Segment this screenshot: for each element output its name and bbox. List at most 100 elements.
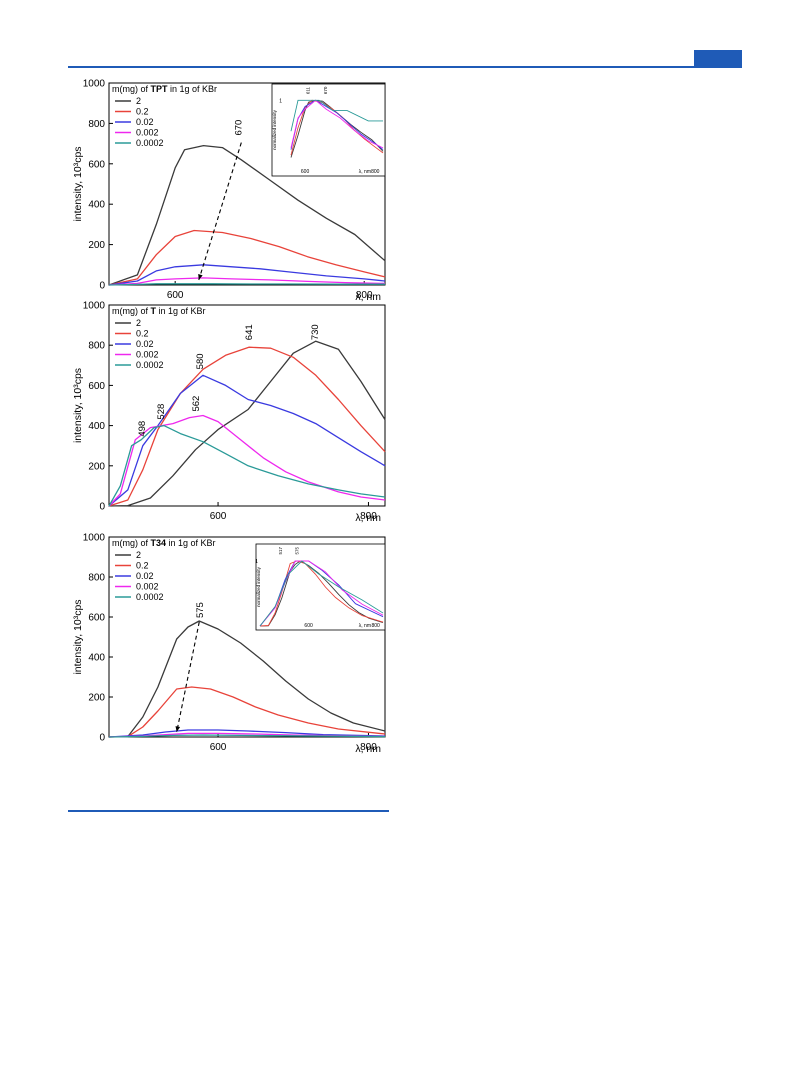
- y-tick-label: 0: [99, 281, 105, 292]
- inset-x-axis-label: λ, nm: [359, 169, 371, 175]
- legend-title-suffix: in 1g of KBr: [168, 84, 218, 94]
- header-tab: [694, 50, 742, 66]
- series-line: [108, 229, 386, 286]
- legend-label: 0.02: [136, 571, 154, 581]
- y-tick-label: 800: [88, 119, 105, 130]
- y-tick-label: 600: [88, 159, 105, 170]
- series-line: [108, 277, 386, 286]
- x-axis-label: λ, nm: [355, 743, 381, 755]
- plot-frame: [108, 82, 386, 286]
- y-tick-label: 200: [88, 240, 105, 251]
- inset-peak-annotation: 575: [295, 546, 300, 554]
- series-line: [108, 686, 386, 738]
- plot-frame: [108, 536, 386, 738]
- inset-series-line: [290, 99, 384, 158]
- x-tick-label: 600: [167, 290, 184, 301]
- inset-peak-annotation: 670: [323, 86, 328, 94]
- x-tick-label: 600: [210, 511, 227, 522]
- legend-label: 2: [136, 318, 141, 328]
- legend: m(mg) of T34 in 1g of KBr 20.20.020.0020.…: [112, 538, 216, 602]
- legend-title-sample: TPT: [151, 84, 169, 94]
- series-line: [108, 734, 386, 738]
- footer-rule: [68, 810, 389, 812]
- y-tick-label: 800: [88, 341, 105, 352]
- legend-label: 0.02: [136, 339, 154, 349]
- peak-annotation: 575: [195, 602, 206, 618]
- y-axis-label: intensity, 10³cps: [72, 599, 84, 674]
- legend-title-prefix: m(mg) of: [112, 306, 151, 316]
- trend-arrow-head: [175, 726, 181, 732]
- series-line: [108, 414, 386, 507]
- y-axis-label: intensity, 10³cps: [72, 146, 84, 221]
- legend-label: 2: [136, 550, 141, 560]
- inset-x-tick-label: 800: [371, 623, 380, 629]
- x-tick-label: 800: [356, 290, 373, 301]
- inset-series-line: [259, 560, 384, 627]
- inset-peak-annotation: 517: [278, 546, 283, 554]
- y-tick-label: 1000: [83, 301, 106, 312]
- y-axis-label: intensity, 10³cps: [72, 368, 84, 443]
- series-line: [108, 264, 386, 286]
- peak-annotation: 641: [244, 324, 255, 340]
- y-tick-label: 600: [88, 613, 105, 624]
- y-tick-label: 800: [88, 573, 105, 584]
- inset-series-line: [290, 99, 384, 149]
- peak-annotation: 670: [233, 120, 244, 136]
- series-line: [108, 620, 386, 738]
- inset-series-line: [259, 560, 384, 627]
- legend-label: 0.02: [136, 117, 154, 127]
- y-tick-label: 600: [88, 381, 105, 392]
- trend-arrow-line: [198, 142, 242, 281]
- inset-x-tick-label: 600: [304, 623, 313, 629]
- peak-annotation: 562: [191, 396, 202, 412]
- legend-label: 0.0002: [136, 592, 164, 602]
- legend-label: 0.2: [136, 107, 149, 117]
- x-tick-label: 600: [210, 742, 227, 753]
- legend-title-suffix: in 1g of KBr: [166, 538, 216, 548]
- legend-title: m(mg) of T34 in 1g of KBr: [112, 538, 216, 548]
- peak-annotation: 730: [310, 324, 321, 340]
- inset: 600 800 1 λ, nm normalized intensity 611 670: [271, 83, 386, 177]
- x-tick-label: 800: [360, 511, 377, 522]
- trend-arrow-line: [176, 621, 200, 733]
- inset-x-axis-label: λ, nm: [359, 623, 371, 629]
- x-axis-label: λ, nm: [355, 512, 381, 524]
- inset-y-axis-label: normalized intensity: [272, 109, 277, 150]
- series-line: [108, 144, 386, 286]
- header-rule: [68, 66, 742, 68]
- inset-frame: [271, 83, 386, 177]
- legend-title-prefix: m(mg) of: [112, 84, 151, 94]
- inset-y-tick-label: 1: [279, 98, 282, 104]
- legend-label: 0.002: [136, 350, 159, 360]
- inset-y-tick-label: 1: [255, 559, 258, 565]
- y-tick-label: 1000: [83, 79, 106, 90]
- inset-x-tick-label: 600: [301, 169, 310, 175]
- series-line: [108, 729, 386, 738]
- series-line: [108, 424, 386, 507]
- peak-annotation: 580: [195, 353, 206, 369]
- legend-title: m(mg) of T in 1g of KBr: [112, 306, 206, 316]
- legend-title-suffix: in 1g of KBr: [156, 306, 206, 316]
- y-tick-label: 200: [88, 693, 105, 704]
- legend-label: 2: [136, 96, 141, 106]
- inset-series-line: [290, 99, 383, 132]
- y-tick-label: 0: [99, 502, 105, 513]
- legend-label: 0.002: [136, 582, 159, 592]
- legend-title-sample: T: [151, 306, 157, 316]
- peak-annotation: 528: [156, 404, 167, 420]
- peak-annotation: 498: [137, 421, 148, 437]
- legend-label: 0.2: [136, 561, 149, 571]
- legend-title-sample: T34: [151, 538, 167, 548]
- y-tick-label: 0: [99, 733, 105, 744]
- legend-label: 0.2: [136, 329, 149, 339]
- legend: m(mg) of T in 1g of KBr 20.20.020.0020.00…: [112, 306, 206, 370]
- legend-label: 0.002: [136, 128, 159, 138]
- legend-title-prefix: m(mg) of: [112, 538, 151, 548]
- y-tick-label: 1000: [83, 533, 106, 544]
- series-line: [108, 283, 385, 286]
- x-axis-label: λ, nm: [355, 291, 381, 303]
- series-line: [108, 346, 386, 507]
